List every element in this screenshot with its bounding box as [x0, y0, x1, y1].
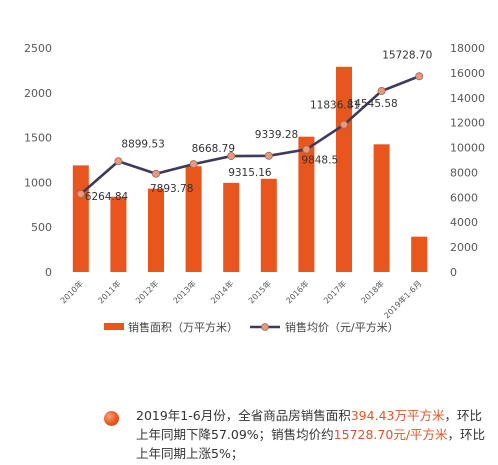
summary-area: 394.43万平方米 — [350, 408, 445, 423]
legend-line-marker — [261, 323, 269, 331]
right-axis-tick: 12000 — [450, 117, 485, 130]
summary-part1: 2019年1-6月份，全省商品房销售面积 — [136, 408, 351, 423]
right-axis-tick: 8000 — [450, 166, 478, 179]
x-axis-tick: 2011年 — [96, 278, 123, 305]
bar — [373, 144, 390, 272]
right-axis-ticks: 0 2000 4000 6000 8000 10000 12000 14000 16000 180… — [450, 42, 485, 279]
left-axis-tick: 2000 — [24, 87, 52, 100]
line-point — [302, 145, 311, 154]
left-axis-tick: 1500 — [24, 132, 52, 145]
line-point — [415, 72, 424, 81]
right-axis-tick: 14000 — [450, 92, 485, 105]
price-data-label: 11836.81 — [310, 100, 360, 112]
x-axis-tick: 2014年 — [208, 278, 235, 305]
x-axis-tick: 2019年1-6月 — [382, 278, 424, 320]
summary-part3: ，环比上年同期上涨5%； — [136, 427, 486, 461]
line-point — [114, 157, 123, 166]
bar — [260, 178, 277, 272]
price-data-label: 9315.16 — [228, 167, 272, 179]
price-data-label: 9339.28 — [255, 129, 298, 141]
bar — [411, 236, 428, 272]
price-data-label: 15728.70 — [382, 49, 432, 61]
right-axis-tick: 16000 — [450, 67, 485, 80]
right-axis-tick: 10000 — [450, 142, 485, 155]
bar — [72, 165, 89, 272]
legend: 销售面积（万平方米） 销售均价（元/平方米） — [104, 320, 399, 334]
line-point — [264, 151, 273, 160]
x-axis-tick: 2010年 — [58, 278, 85, 305]
left-axis-tick: 0 — [45, 266, 52, 279]
x-axis-tick: 2012年 — [133, 278, 160, 305]
right-axis-tick: 0 — [450, 266, 457, 279]
line-point — [189, 160, 198, 169]
bar — [336, 66, 352, 272]
left-axis-tick: 500 — [31, 221, 52, 234]
right-axis-tick: 18000 — [450, 42, 485, 55]
price-data-label: 8668.79 — [192, 143, 235, 155]
combo-chart: 0 500 1000 1500 2000 2500 0 2000 4000 6000 8000 10… — [24, 42, 485, 334]
x-axis-tick: 2018年 — [359, 278, 386, 305]
price-data-label: 9848.5 — [301, 154, 338, 166]
price-data-label: 14545.58 — [348, 98, 398, 110]
right-axis-tick: 2000 — [450, 241, 478, 254]
bar — [185, 166, 202, 272]
x-axis-tick: 2016年 — [284, 278, 311, 305]
price-data-label: 7893.78 — [150, 183, 193, 195]
line-point — [377, 86, 386, 95]
line-series — [76, 72, 424, 199]
summary-part2: ，环比上年同期下降57.09%；销售均价约 — [136, 408, 482, 442]
left-axis-tick: 2500 — [24, 42, 52, 55]
bar — [110, 196, 127, 272]
line-point — [151, 169, 160, 178]
bar — [298, 136, 315, 272]
line-point — [76, 190, 85, 199]
x-axis-tick: 2013年 — [171, 278, 198, 305]
legend-bar-label: 销售面积（万平方米） — [128, 320, 238, 334]
x-axis-ticks: 2010年 2011年 2012年 2013年 2014年 2015年 2016年 2017年… — [58, 278, 424, 320]
left-axis-ticks: 0 500 1000 1500 2000 2500 — [24, 42, 52, 279]
legend-bar-swatch — [104, 323, 124, 330]
bar — [148, 188, 164, 272]
bar-series — [72, 66, 428, 272]
x-axis-tick: 2017年 — [321, 278, 348, 305]
x-axis-tick: 2015年 — [246, 278, 273, 305]
bullet-icon — [104, 411, 119, 426]
bar — [223, 182, 240, 272]
summary-price: 15728.70元/平方米 — [333, 427, 448, 442]
left-axis-tick: 1000 — [24, 176, 52, 189]
line-point — [339, 120, 348, 129]
line-point — [227, 152, 236, 161]
legend-line-label: 销售均价（元/平方米） — [285, 320, 399, 334]
price-line — [79, 75, 420, 196]
price-data-label: 6264.84 — [85, 191, 129, 203]
right-axis-tick: 4000 — [450, 216, 478, 229]
right-axis-tick: 6000 — [450, 191, 478, 204]
data-labels: 6264.84 8899.53 7893.78 8668.79 9315.16 9339.… — [85, 49, 433, 203]
price-data-label: 8899.53 — [121, 138, 164, 150]
